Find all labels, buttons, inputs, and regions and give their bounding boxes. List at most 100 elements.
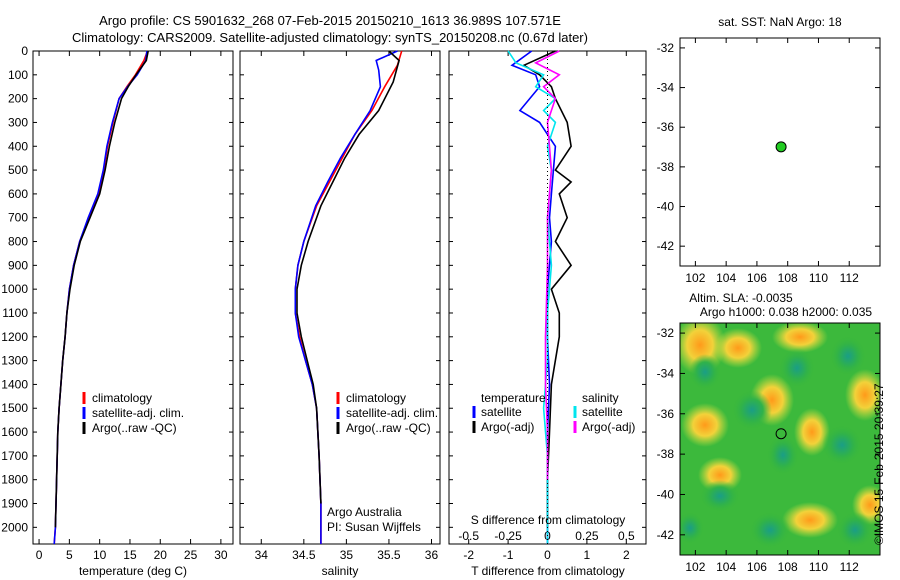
map-x-tick-label: 108 <box>778 560 798 574</box>
depth-tick-label: 1400 <box>1 377 28 391</box>
x-tick-label: 34.5 <box>292 548 316 562</box>
map-x-tick-label: 106 <box>747 271 767 285</box>
profile-line-satellite-adj-clim <box>53 50 148 545</box>
temperature-profiles <box>53 50 149 545</box>
map-y-tick-label: -40 <box>657 200 675 214</box>
map-x-tick-label: 104 <box>716 560 736 574</box>
temperature-axes-frame <box>32 50 234 545</box>
depth-tick-label: 500 <box>8 163 28 177</box>
legend-label-satellite: satellite-adj. clim. <box>346 406 438 420</box>
x-tick-label: 0 <box>36 548 43 562</box>
profile-line-satellite-adj-clim <box>294 50 398 544</box>
x-tick-label: 36 <box>425 548 439 562</box>
figure-title-line1: Argo profile: CS 5901632_268 07-Feb-2015… <box>99 13 561 28</box>
map-y-tick-label: -38 <box>657 447 675 461</box>
difference-profiles <box>507 50 573 544</box>
float-position-marker <box>775 428 787 440</box>
difference-legend: temperature salinity satellite Argo(-adj… <box>472 391 635 434</box>
salinity-x-axis: 34 34.5 35 35.5 36 <box>255 51 439 562</box>
depth-tick-label: 1200 <box>1 330 28 344</box>
top-x-tick-label: -0.25 <box>494 529 522 543</box>
legend-label-argo: Argo(..raw -QC) <box>346 421 431 435</box>
depth-tick-label: 1800 <box>1 473 28 487</box>
salinity-panel: 34 34.5 35 35.5 36 salinity climatology sate… <box>239 50 441 578</box>
profile-line-argo-adj <box>522 50 573 528</box>
profile-line-s-argo-adj <box>533 50 561 480</box>
depth-tick-label: 1300 <box>1 354 28 368</box>
depth-tick-label: 1700 <box>1 449 28 463</box>
sla-map-title-line1: Altim. SLA: -0.0035 <box>689 291 793 305</box>
legend-label-satellite: satellite-adj. clim. <box>92 406 184 420</box>
legend-title-salinity: salinity <box>582 391 619 405</box>
x-tick-label: 35 <box>340 548 354 562</box>
legend-label-argo: Argo(..raw -QC) <box>92 421 177 435</box>
map-x-tick-label: 108 <box>778 271 798 285</box>
map-y-tick-label: -38 <box>657 160 675 174</box>
map-x-tick-label: 106 <box>747 560 767 574</box>
map-x-tick-label: 112 <box>840 560 859 574</box>
map-y-tick-label: -34 <box>657 81 675 95</box>
map-x-tick-label: 102 <box>685 560 705 574</box>
depth-tick-label: 700 <box>8 211 28 225</box>
legend-title-temperature: temperature <box>481 391 546 405</box>
x-tick-label: 0 <box>544 548 551 562</box>
map-y-tick-label: -32 <box>657 326 675 340</box>
top-x-tick-label: 0.5 <box>618 529 635 543</box>
depth-axis: 0 100 200 300 400 500 600 700 800 900 1000 1100 1200… <box>1 44 233 534</box>
map-x-tick-label: 104 <box>716 271 736 285</box>
timestamp-stamp: ©IMOS 15-Feb-2015 20:39:27 <box>872 383 886 545</box>
salinity-xlabel: salinity <box>322 564 359 578</box>
temperature-xlabel: temperature (deg C) <box>79 564 187 578</box>
map-y-tick-label: -40 <box>657 487 675 501</box>
sla-heatmap <box>680 323 880 555</box>
profile-line-argo-raw-qc <box>296 50 400 504</box>
sla-map-title-line2: Argo h1000: 0.038 h2000: 0.035 <box>700 305 872 319</box>
depth-tick-label: 900 <box>8 258 28 272</box>
temperature-panel: 0100200300400500600700800900100011001200… <box>1 44 234 578</box>
profile-line-argo-raw-qc <box>54 50 149 528</box>
map-x-tick-label: 110 <box>809 271 828 285</box>
map-y-tick-label: -34 <box>657 366 675 380</box>
x-tick-label: 35.5 <box>377 548 401 562</box>
legend-label-t-argo: Argo(-adj) <box>481 420 534 434</box>
depth-tick-label: 1100 <box>2 306 28 320</box>
salinity-depth-ticks <box>240 50 440 528</box>
map-x-tick-label: 112 <box>840 271 859 285</box>
depth-tick-label: 2000 <box>1 520 28 534</box>
sst-map-panel: sat. SST: NaN Argo: 18 102 104 106 108 110 11… <box>657 15 881 285</box>
depth-tick-label: 0 <box>21 44 28 58</box>
x-tick-label: 2 <box>623 548 630 562</box>
salinity-axes-frame <box>239 50 441 545</box>
x-tick-label: -1 <box>503 548 514 562</box>
depth-tick-label: 400 <box>8 139 28 153</box>
depth-tick-label: 800 <box>8 235 28 249</box>
difference-top-xlabel: S difference from climatology <box>471 513 626 527</box>
figure-title-line2: Climatology: CARS2009. Satellite-adjuste… <box>72 30 588 45</box>
map-x-tick-label: 102 <box>685 271 705 285</box>
map-y-tick-label: -42 <box>657 239 675 253</box>
map-y-tick-label: -36 <box>657 407 675 421</box>
sst-map-title: sat. SST: NaN Argo: 18 <box>718 15 842 29</box>
temperature-x-axis: 0 5 10 15 20 25 30 <box>36 51 228 562</box>
legend-label-climatology: climatology <box>346 391 406 405</box>
sla-map-markers <box>775 428 787 440</box>
depth-tick-label: 1500 <box>1 401 28 415</box>
x-tick-label: 10 <box>93 548 107 562</box>
x-tick-label: 5 <box>66 548 73 562</box>
x-tick-label: 30 <box>214 548 228 562</box>
depth-tick-label: 600 <box>8 187 28 201</box>
depth-tick-label: 1600 <box>1 425 28 439</box>
legend-label-s-argo: Argo(-adj) <box>582 420 635 434</box>
salinity-annotation-line2: PI: Susan Wijffels <box>327 520 421 534</box>
map-x-tick-label: 110 <box>809 560 828 574</box>
salinity-profiles <box>294 50 403 544</box>
sla-map-frame <box>679 322 881 556</box>
sla-map-panel: Altim. SLA: -0.0035 Argo h1000: 0.038 h2… <box>657 291 881 574</box>
map-y-tick-label: -36 <box>657 120 675 134</box>
x-tick-label: 20 <box>154 548 168 562</box>
sst-map-markers <box>775 141 787 153</box>
depth-tick-label: 1000 <box>1 282 28 296</box>
legend-label-climatology: climatology <box>92 391 152 405</box>
